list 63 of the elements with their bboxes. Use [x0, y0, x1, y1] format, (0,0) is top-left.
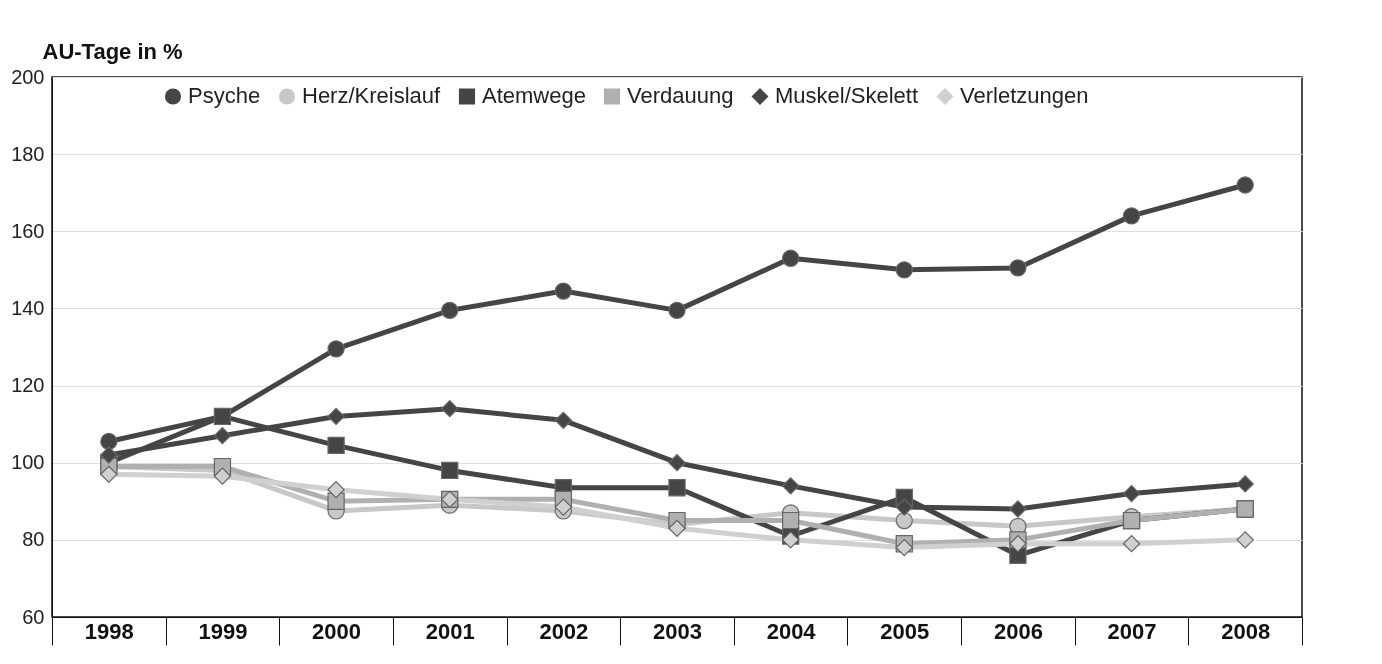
y-tick-label: 120 [11, 374, 45, 397]
x-tick-label: 1998 [84, 618, 134, 644]
y-axis-title: AU-Tage in % [42, 38, 183, 64]
point [327, 436, 345, 455]
point [668, 454, 686, 472]
x-tick-label: 2003 [653, 618, 702, 644]
point [327, 481, 345, 499]
y-tick-label: 180 [11, 142, 45, 165]
point [554, 498, 573, 516]
point [668, 479, 686, 497]
point [1236, 531, 1254, 549]
x-tick-label: 1999 [198, 618, 248, 644]
point [1009, 259, 1027, 277]
legend-label: Verletzungen [960, 83, 1089, 109]
point [213, 427, 232, 445]
legend-label: Atemwege [482, 83, 586, 109]
point [1122, 535, 1141, 553]
point [895, 511, 913, 530]
point [327, 340, 345, 358]
x-tick-label: 2001 [425, 618, 475, 644]
legend-label: Verdauung [627, 83, 734, 109]
point [668, 519, 686, 537]
x-tick-label: 2007 [1107, 618, 1157, 644]
legend-label: Muskel/Skelett [775, 83, 919, 109]
point [781, 477, 800, 495]
point [895, 498, 913, 516]
point [1122, 484, 1141, 503]
point [1009, 500, 1027, 518]
point [327, 407, 345, 426]
x-tick-label: 2005 [880, 618, 930, 644]
x-tick-label: 2006 [993, 618, 1043, 644]
point [1236, 475, 1254, 493]
point [213, 407, 232, 426]
point [895, 538, 913, 557]
point [100, 446, 118, 464]
x-tick-label: 2002 [539, 618, 589, 644]
x-tick-label: 2000 [312, 618, 362, 644]
y-tick-label: 200 [11, 65, 45, 88]
point [213, 467, 232, 485]
y-tick-label: 100 [11, 451, 45, 474]
point [895, 261, 913, 279]
point [1122, 207, 1141, 225]
y-tick-label: 80 [22, 528, 45, 551]
point [554, 282, 573, 300]
point [781, 531, 800, 549]
legend-label: Psyche [188, 83, 261, 109]
point [554, 411, 573, 429]
point [100, 432, 118, 451]
point [781, 511, 800, 530]
y-tick-label: 160 [11, 219, 45, 242]
point [1009, 535, 1027, 553]
point [441, 400, 459, 418]
point [781, 249, 800, 267]
point [100, 465, 118, 483]
point [441, 301, 459, 319]
x-tick-label: 2004 [766, 618, 817, 644]
y-tick-label: 140 [11, 296, 45, 319]
x-tick-label: 2008 [1221, 618, 1271, 644]
y-tick-label: 60 [22, 605, 45, 628]
point [1236, 176, 1254, 194]
point [441, 461, 459, 480]
point [668, 301, 686, 319]
legend-label: Herz/Kreislauf [302, 83, 442, 109]
